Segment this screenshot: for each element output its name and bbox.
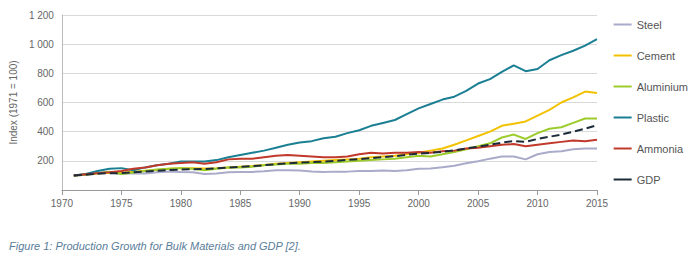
svg-text:2005: 2005 — [467, 198, 490, 209]
svg-text:200: 200 — [37, 155, 54, 166]
svg-text:1 000: 1 000 — [29, 39, 54, 50]
svg-text:1985: 1985 — [229, 198, 252, 209]
svg-text:2015: 2015 — [586, 198, 609, 209]
svg-text:1980: 1980 — [170, 198, 193, 209]
svg-text:Ammonia: Ammonia — [637, 143, 684, 155]
svg-text:600: 600 — [37, 97, 54, 108]
svg-text:GDP: GDP — [637, 174, 661, 186]
svg-text:Steel: Steel — [637, 19, 662, 31]
svg-text:1970: 1970 — [51, 198, 74, 209]
svg-text:1 200: 1 200 — [29, 10, 54, 21]
svg-text:Plastic: Plastic — [637, 112, 670, 124]
svg-text:2000: 2000 — [408, 198, 431, 209]
svg-text:400: 400 — [37, 126, 54, 137]
svg-text:1975: 1975 — [110, 198, 133, 209]
svg-text:Aluminium: Aluminium — [637, 81, 688, 93]
svg-text:Index (1971 = 100): Index (1971 = 100) — [8, 60, 19, 144]
svg-text:800: 800 — [37, 68, 54, 79]
svg-text:1995: 1995 — [348, 198, 371, 209]
svg-text:Cement: Cement — [637, 50, 676, 62]
svg-text:1990: 1990 — [289, 198, 312, 209]
svg-text:Figure 1: Production Growth fo: Figure 1: Production Growth for Bulk Mat… — [9, 240, 301, 252]
svg-text:2010: 2010 — [526, 198, 549, 209]
